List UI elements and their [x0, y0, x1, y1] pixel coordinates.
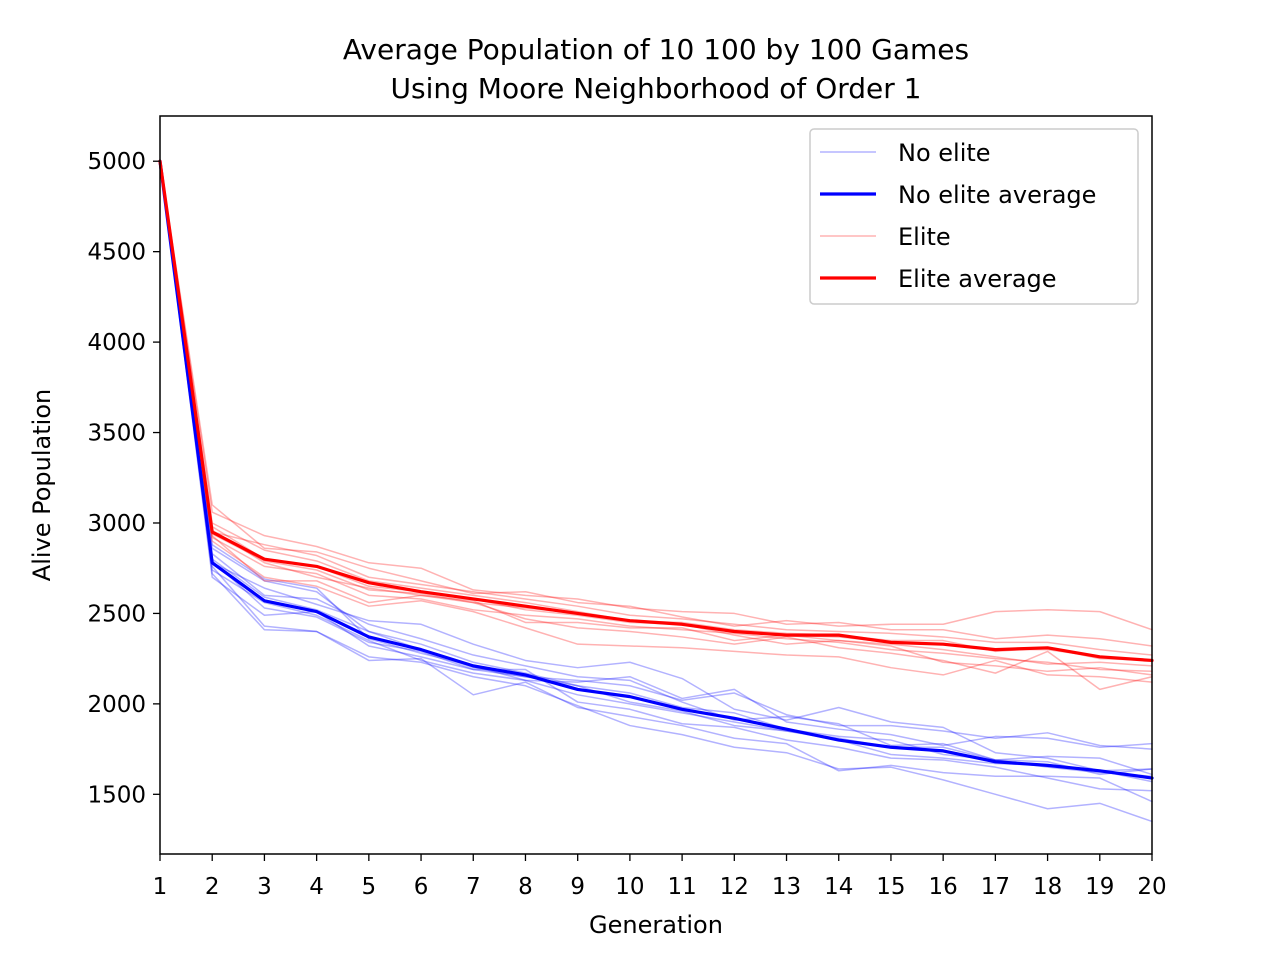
y-tick-label: 3500: [87, 421, 146, 447]
series-lines: [158, 159, 1154, 823]
chart-title: Average Population of 10 100 by 100 Game…: [343, 33, 969, 66]
x-tick-label: 17: [981, 874, 1010, 900]
series-line-elite-8: [159, 160, 1153, 631]
y-tick-label: 5000: [87, 149, 146, 175]
series-line-no-elite-average-1: [158, 159, 1154, 780]
x-tick-label: 2: [205, 874, 220, 900]
x-tick-label: 8: [518, 874, 533, 900]
series-line-elite-average-1: [158, 159, 1154, 663]
legend-label-no-elite-average: No elite average: [898, 181, 1096, 209]
x-tick-label: 18: [1033, 874, 1062, 900]
y-tick-label: 2500: [87, 601, 146, 627]
legend-box: [809, 128, 1139, 305]
y-tick-label: 1500: [87, 782, 146, 808]
x-tick-label: 1: [153, 874, 168, 900]
series-line-no-elite-1: [159, 160, 1153, 803]
series-line-elite-6: [159, 160, 1153, 656]
series-line-no-elite-6: [159, 160, 1153, 776]
y-axis-label: Alive Population: [28, 389, 56, 581]
legend: No elite No elite average Elite Elite av…: [809, 128, 1139, 305]
series-line-elite-2: [159, 160, 1153, 691]
x-tick-label: 6: [414, 874, 429, 900]
series-line-elite-9: [159, 160, 1153, 673]
x-axis: 1 2 3 4 5 6 7 8 9 10 11 12 13 14 15 16 17 18 19 20: [153, 854, 1167, 900]
series-line-elite-7: [159, 160, 1153, 647]
x-tick-label: 12: [720, 874, 749, 900]
x-tick-label: 19: [1085, 874, 1114, 900]
x-tick-label: 5: [362, 874, 377, 900]
y-axis: 1500 2000 2500 3000 3500 4000 4500 5000: [87, 149, 160, 808]
series-line-no-elite-8: [159, 160, 1153, 750]
x-tick-label: 14: [824, 874, 853, 900]
series-line-no-elite-9: [159, 160, 1153, 749]
x-tick-label: 9: [570, 874, 585, 900]
x-tick-label: 4: [309, 874, 324, 900]
y-tick-label: 4000: [87, 330, 146, 356]
x-tick-label: 11: [667, 874, 696, 900]
legend-label-elite-average: Elite average: [898, 265, 1057, 293]
x-tick-label: 16: [929, 874, 958, 900]
y-tick-label: 4500: [87, 240, 146, 266]
series-line-no-elite-10: [159, 160, 1153, 783]
x-tick-label: 20: [1137, 874, 1166, 900]
chart-subtitle: Using Moore Neighborhood of Order 1: [391, 72, 922, 105]
y-tick-label: 3000: [87, 511, 146, 537]
x-axis-label: Generation: [589, 911, 723, 939]
x-tick-label: 15: [876, 874, 905, 900]
x-tick-label: 3: [257, 874, 272, 900]
plot-frame: [159, 115, 1153, 855]
series-line-elite-3: [159, 160, 1153, 676]
legend-label-elite: Elite: [898, 223, 951, 251]
series-line-no-elite-7: [159, 160, 1153, 772]
series-line-no-elite-2: [159, 160, 1153, 823]
series-line-elite-1: [159, 160, 1153, 683]
x-tick-label: 7: [466, 874, 481, 900]
x-tick-label: 10: [615, 874, 644, 900]
y-tick-label: 2000: [87, 692, 146, 718]
legend-label-no-elite: No elite: [898, 139, 991, 167]
series-line-no-elite-4: [159, 160, 1153, 777]
x-tick-label: 13: [772, 874, 801, 900]
